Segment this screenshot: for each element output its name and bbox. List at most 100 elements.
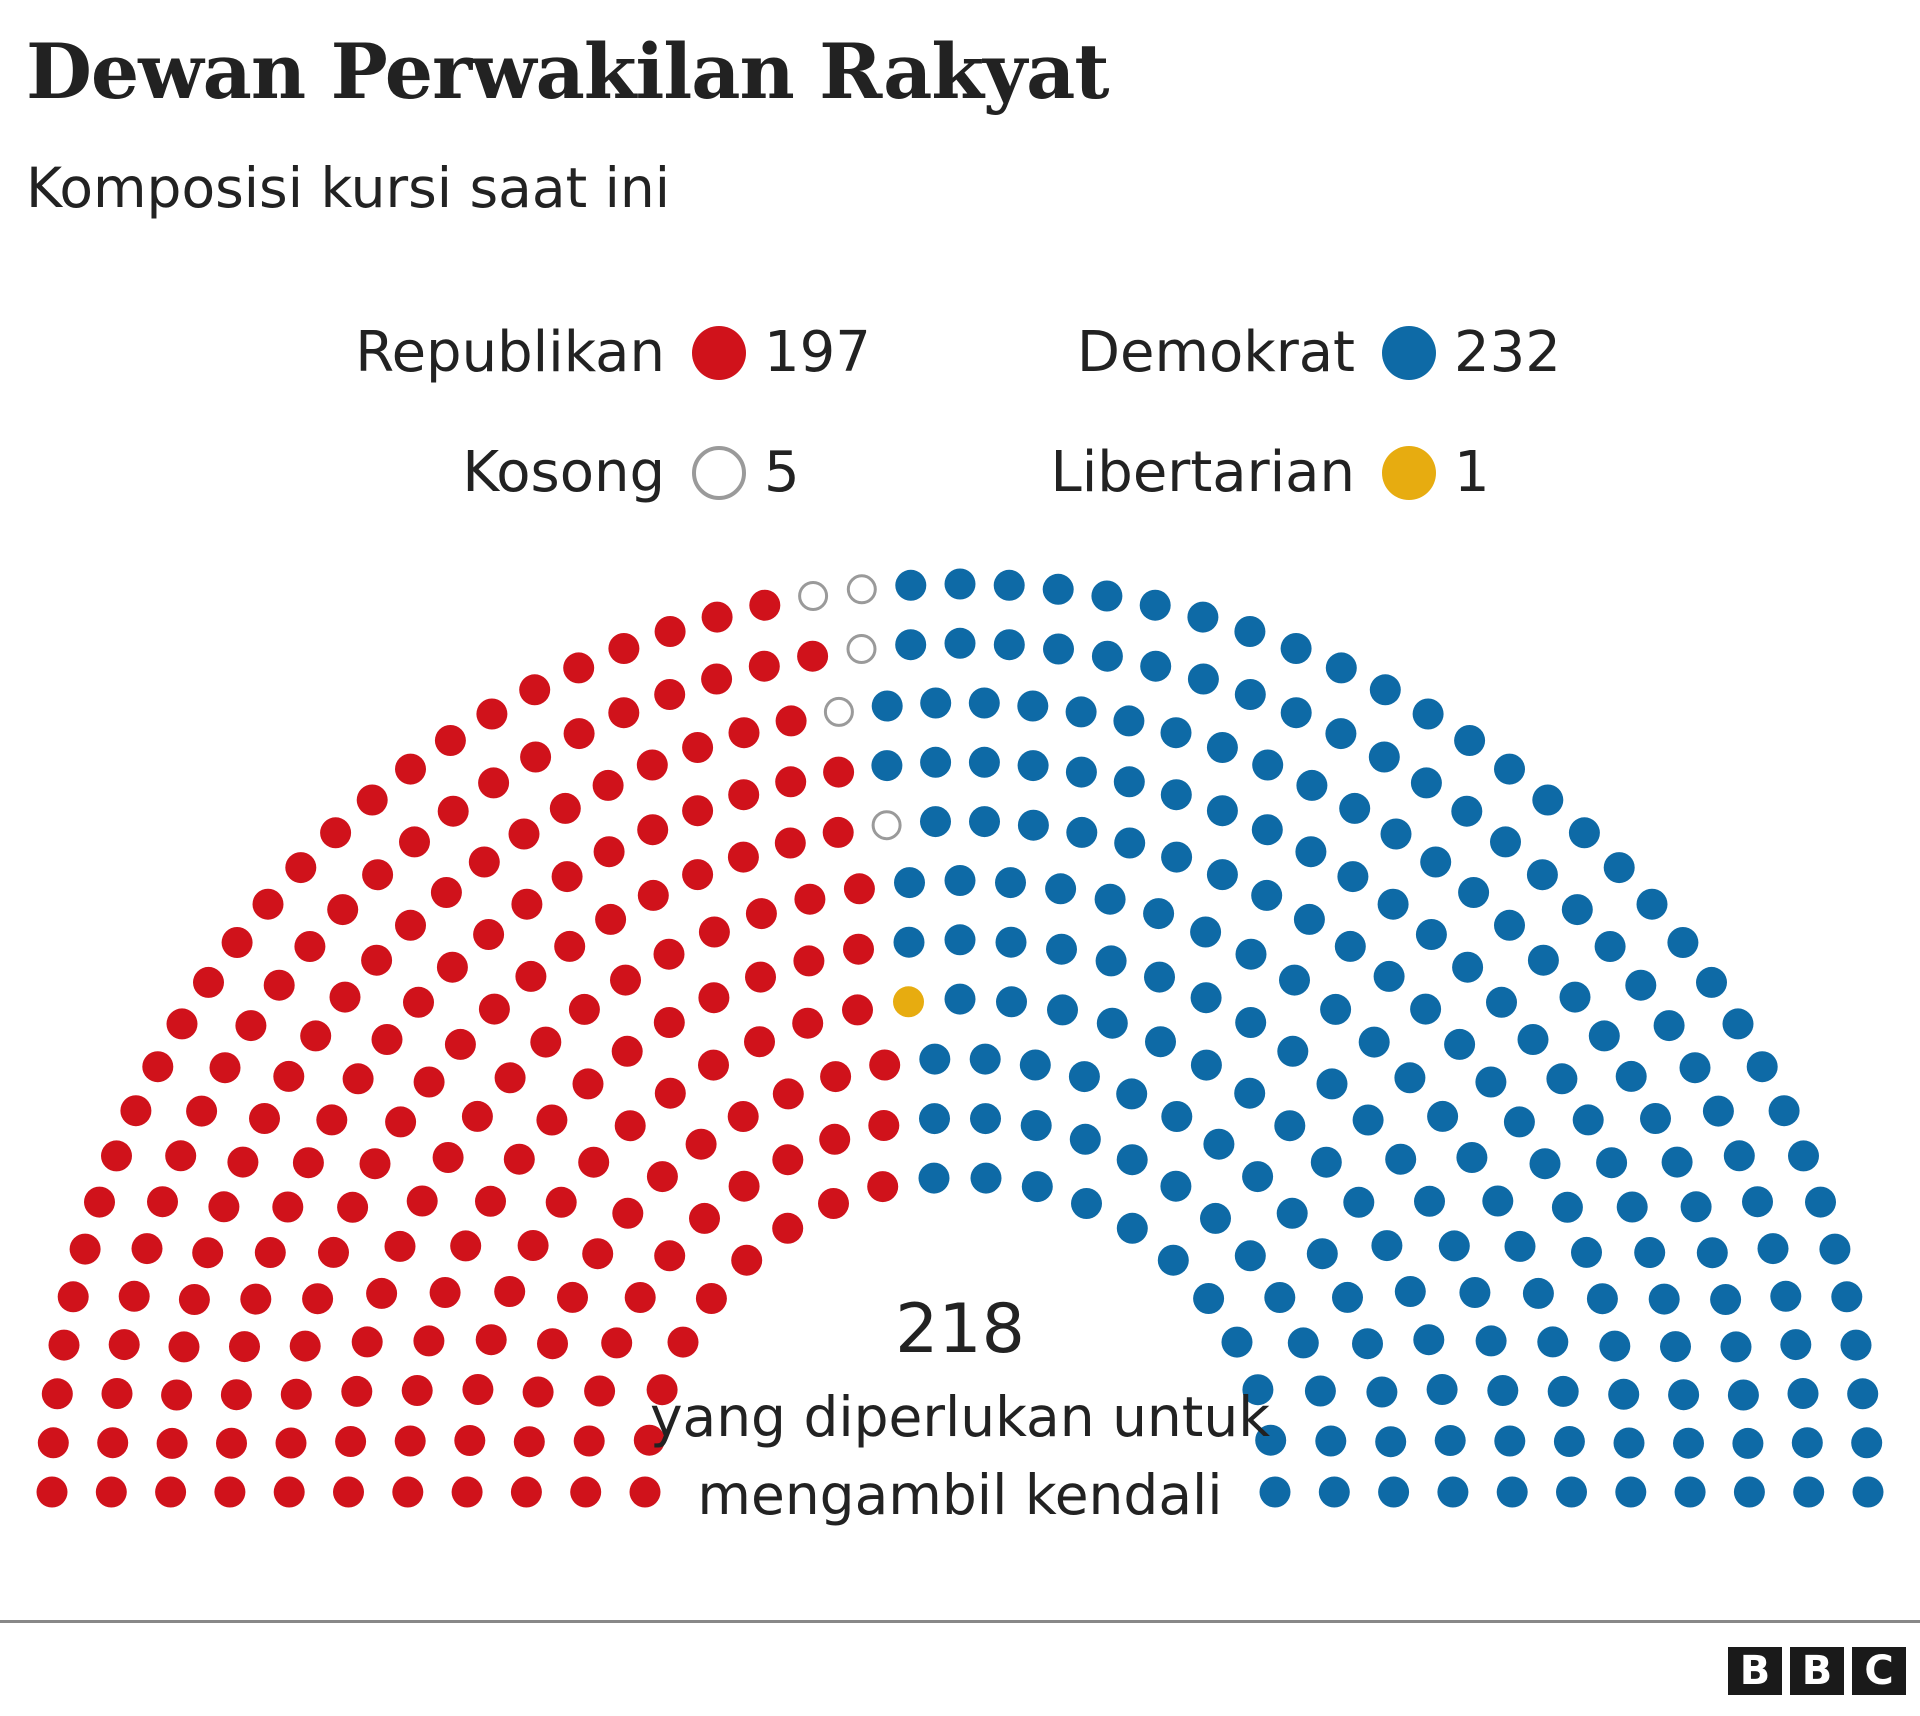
seat-republikan (820, 1061, 852, 1093)
seat-kosong (846, 574, 877, 605)
seat-republikan (166, 1008, 198, 1040)
seat-demokrat (995, 867, 1026, 899)
seat-demokrat (1279, 964, 1310, 996)
seat-republikan (371, 1024, 403, 1055)
seat-demokrat (1413, 1324, 1445, 1356)
seat-demokrat (1616, 1191, 1648, 1223)
seat-republikan (867, 1171, 899, 1203)
seat-demokrat (1503, 1106, 1535, 1138)
seat-republikan (682, 732, 714, 763)
seat-republikan (263, 969, 295, 1001)
seat-republikan (689, 1202, 720, 1234)
legend-label-republikan: Republikan (355, 320, 665, 385)
seat-demokrat (1420, 846, 1452, 878)
seat-kosong (823, 696, 854, 727)
seat-republikan (792, 1007, 824, 1039)
seat-demokrat (1805, 1186, 1836, 1218)
seat-republikan (494, 1062, 526, 1094)
seat-republikan (701, 663, 733, 695)
seat-republikan (654, 616, 686, 647)
seat-republikan (461, 1100, 493, 1132)
seat-demokrat (1251, 814, 1283, 846)
seat-demokrat (1787, 1378, 1819, 1409)
seat-demokrat (1559, 981, 1591, 1013)
seat-demokrat (1017, 750, 1049, 782)
seat-demokrat (1527, 944, 1559, 976)
seat-republikan (178, 1284, 210, 1315)
seat-demokrat (995, 926, 1027, 958)
seat-republikan (430, 877, 462, 908)
seat-republikan (273, 1476, 305, 1508)
seat-republikan (120, 1095, 152, 1127)
seat-republikan (570, 1476, 602, 1508)
seat-demokrat (1588, 1020, 1620, 1052)
seat-republikan (36, 1476, 68, 1508)
seat-republikan (568, 993, 600, 1025)
seat-demokrat (1458, 877, 1490, 908)
seat-demokrat (1444, 1028, 1476, 1060)
seat-republikan (503, 1143, 535, 1175)
seat-demokrat (968, 687, 1000, 719)
seat-republikan (728, 1170, 760, 1202)
seat-republikan (249, 1103, 280, 1134)
seat-kosong (871, 810, 902, 841)
seat-republikan (37, 1427, 69, 1459)
seat-demokrat (1161, 1101, 1193, 1132)
seat-demokrat (1636, 888, 1668, 920)
seat-republikan (637, 814, 669, 846)
seat-republikan (582, 1238, 614, 1270)
seat-republikan (362, 859, 394, 891)
seat-republikan (822, 816, 854, 848)
seat-demokrat (1190, 1049, 1222, 1081)
footer-divider (0, 1620, 1920, 1623)
seat-republikan (510, 1476, 542, 1508)
seat-demokrat (1780, 1329, 1812, 1361)
seat-republikan (385, 1106, 417, 1138)
bbc-logo-letter: B (1728, 1647, 1782, 1695)
seat-republikan (545, 1186, 577, 1218)
seat-demokrat (1206, 859, 1238, 891)
seat-demokrat (1358, 1026, 1390, 1058)
seat-demokrat (1412, 698, 1444, 730)
seat-republikan (537, 1328, 568, 1360)
seat-demokrat (1096, 1007, 1128, 1039)
seat-republikan (395, 909, 426, 941)
seat-demokrat (1373, 960, 1405, 992)
seat-demokrat (1157, 1244, 1189, 1276)
seat-demokrat (1043, 633, 1074, 665)
seat-demokrat (968, 746, 1000, 778)
seat-demokrat (1264, 1282, 1296, 1313)
seat-republikan (475, 1185, 506, 1217)
seat-demokrat (1596, 1147, 1628, 1179)
seat-demokrat (996, 986, 1027, 1018)
seat-republikan (280, 1378, 312, 1410)
seat-demokrat (1438, 1230, 1470, 1262)
seat-demokrat (1746, 1051, 1778, 1083)
legend-label-libertarian: Libertarian (1050, 440, 1355, 505)
seat-demokrat (1280, 633, 1312, 664)
seat-republikan (235, 1010, 267, 1042)
seat-demokrat (1394, 1276, 1426, 1307)
seat-republikan (654, 1240, 686, 1272)
seat-demokrat (1791, 1427, 1823, 1459)
seat-demokrat (1145, 1026, 1176, 1058)
seat-republikan (653, 938, 685, 970)
seat-demokrat (1304, 1375, 1336, 1407)
seat-republikan (728, 779, 760, 811)
seat-republikan (108, 1329, 140, 1361)
seat-republikan (41, 1378, 73, 1410)
seat-demokrat (1793, 1476, 1825, 1508)
seat-demokrat (1234, 1240, 1266, 1272)
seat-republikan (432, 1142, 464, 1173)
seat-demokrat (1482, 1185, 1514, 1217)
seat-republikan (468, 846, 500, 878)
seat-republikan (775, 705, 807, 737)
seat-republikan (273, 1060, 305, 1092)
seat-demokrat (1325, 718, 1357, 750)
seat-demokrat (1456, 1142, 1488, 1173)
seat-demokrat (1287, 1327, 1319, 1359)
seat-demokrat (1310, 1146, 1342, 1178)
seat-republikan (731, 1244, 763, 1276)
seat-republikan (186, 1095, 218, 1127)
seat-demokrat (1114, 827, 1146, 859)
